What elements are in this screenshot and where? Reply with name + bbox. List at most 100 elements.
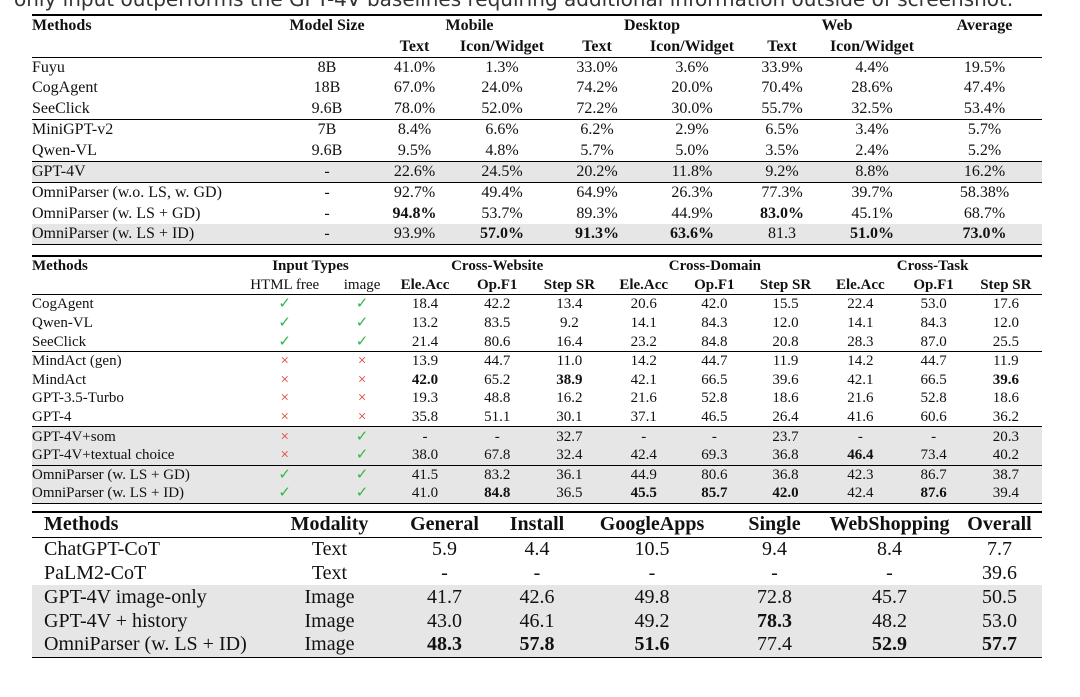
score-cell: 53.4% [963,99,1006,117]
score-cell: 41.0 [387,484,463,504]
score-cell: 3.6% [675,58,709,76]
score-cell: 40.2 [969,445,1042,466]
modality: Text [311,561,348,584]
score-cell: 11.0 [532,350,607,371]
check-icon: ✓ [355,333,369,350]
cross-icon: × [233,426,337,446]
score-cell: 8.4 [877,538,902,561]
score-cell: 39.7% [817,182,928,204]
modality: Image [267,609,392,633]
check-icon: ✓ [233,464,337,485]
score-cell: - [648,561,656,584]
score-cell: 30.1 [556,409,583,426]
score-cell: 48.2 [822,609,957,633]
score-cell: 15.5 [772,296,799,313]
subheader-ele-acc: Ele.Acc [606,275,681,296]
score-cell: 45.7 [822,585,957,610]
table-row: MiniGPT-v2 7B 8.4% 6.6% 6.2% 2.9% 6.5% 3.4% 5.7% [32,118,1043,141]
score-cell: 16.2% [927,160,1043,183]
subheader-image: image [336,275,388,296]
method-name: GPT-4V image-only [32,585,267,610]
modality: Image [267,585,392,610]
method-name: OmniParser (w. LS + ID) [32,484,234,504]
subheader-op-f1: Op.F1 [680,275,748,296]
cross-icon: × [280,371,289,388]
score-cell: 44.9 [606,464,681,485]
score-cell: 80.6 [680,464,748,485]
score-cell: 77.3% [747,182,818,204]
subheader-step-sr: Step SR [747,275,824,296]
header-methods: Methods [32,13,272,37]
score-cell: 14.1 [847,315,874,332]
score-cell: 5.7% [580,141,614,159]
score-cell: 52.8 [920,390,947,407]
table-row: OmniParser (w. LS + ID) -93.9% 57.0% 91.3% 6… [32,223,1043,246]
subheader-op-f1: Op.F1 [897,275,970,296]
score-cell: - [441,561,448,584]
method-name: GPT-4V [32,160,272,183]
method-name: SeeClick [32,99,90,117]
model-size: 7B [272,118,382,141]
score-cell: 44.7 [680,350,748,371]
score-cell: 77.4 [727,632,822,658]
score-cell: 24.5% [447,160,557,183]
header-googleapps: GoogleApps [577,510,727,538]
check-icon: ✓ [336,464,388,485]
subheader-ele-acc: Ele.Acc [823,275,898,296]
score-cell: 45.5 [606,484,681,504]
score-cell: 14.2 [606,350,681,371]
aitw-results-table: Methods Modality General Install GoogleA… [32,510,1042,658]
score-cell: 81.3 [747,223,818,246]
model-size: 8B [317,58,337,76]
score-cell: 10.5 [634,538,670,561]
model-size: - [272,223,382,246]
score-cell: 48.8 [484,390,511,407]
score-cell: 11.9 [747,350,824,371]
score-cell: 84.3 [920,315,947,332]
cross-icon: × [233,445,337,466]
score-cell: 68.7% [963,204,1006,222]
table-row: OmniParser (w. LS + GD) ✓ ✓ 41.5 83.2 36.1 44.… [32,464,1042,485]
method-name: ChatGPT-CoT [44,538,160,561]
table-row: MindAct × × 42.0 65.2 38.9 42.1 66.5 39.6 42.1 66.… [32,371,1042,390]
score-cell: 94.8% [392,204,437,222]
score-cell: 3.4% [817,118,928,141]
method-name: OmniParser (w. LS + ID) [32,632,267,658]
table-row: Qwen-VL ✓ ✓ 13.2 83.5 9.2 14.1 84.3 12.0 14.1 84.3… [32,314,1042,333]
score-cell: 41.0% [393,58,436,76]
score-cell: 92.7% [382,182,447,204]
score-cell: 42.3 [823,464,898,485]
score-cell: 13.4 [556,296,583,313]
score-cell: 9.4 [762,538,787,561]
modality: Image [267,632,392,658]
score-cell: 22.4 [847,296,874,313]
score-cell: 50.5 [957,585,1042,610]
score-cell: 5.7% [927,118,1043,141]
score-cell: 67.0% [393,79,436,97]
score-cell: 55.7% [761,99,803,117]
score-cell: 44.7 [462,350,533,371]
cross-icon: × [336,350,388,371]
table-row: GPT-4V+textual choice × ✓ 38.0 67.8 32.4 42.4 6… [32,445,1042,466]
table-row: GPT-4V+som × ✓ - -32.7- -23.7- -20.3 [32,426,1042,446]
score-cell: 32.5% [851,99,893,117]
score-cell: 12.0 [992,315,1019,332]
method-name: OmniParser (w.o. LS, w. GD) [32,182,272,204]
table-row: ChatGPT-CoT Text 5.9 4.4 10.5 9.4 8.4 7.7 [32,537,1042,561]
score-cell: 72.2% [576,99,618,117]
method-name: GPT-4V+textual choice [32,445,234,466]
score-cell: 84.3 [701,315,728,332]
score-cell: - [897,426,970,446]
score-cell: 8.8% [817,160,928,183]
mind2web-results-table: Methods Input Types Cross-Website Cross-… [32,255,1042,504]
score-cell: 53.7% [481,204,523,222]
score-cell: 87.6 [897,484,970,504]
subheader-step-sr: Step SR [532,275,607,296]
score-cell: 74.2% [576,79,618,97]
header-model-size: Model Size [272,13,382,37]
score-cell: 46.4 [823,445,898,466]
score-cell: 2.4% [855,141,889,159]
subheader-icon-widget: Icon/Widget [817,36,928,58]
score-cell: 85.7 [680,484,748,504]
score-cell: 4.4% [855,58,889,76]
